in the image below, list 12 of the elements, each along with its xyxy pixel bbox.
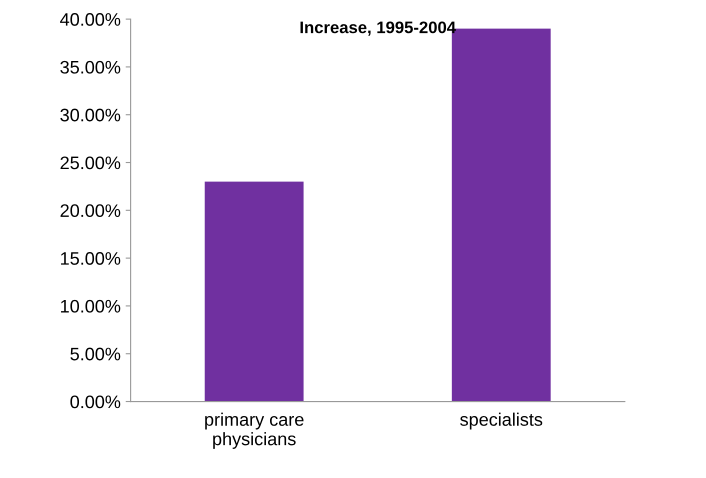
x-tick-label: primary care physicians xyxy=(205,412,304,449)
chart-title: Increase, 1995-2004 xyxy=(300,21,456,36)
y-tick-label: 40.00% xyxy=(60,13,120,26)
y-tick-label: 20.00% xyxy=(60,204,120,218)
y-tick-label: 15.00% xyxy=(61,252,120,265)
y-tick-label: 10.00% xyxy=(61,300,120,313)
y-tick-label: 25.00% xyxy=(60,156,120,170)
y-tick-label: 30.00% xyxy=(60,108,120,122)
x-tick-label: specialists xyxy=(460,412,542,430)
y-tick-label: 5.00% xyxy=(70,348,120,360)
y-tick-label: 0.00% xyxy=(70,395,120,408)
y-tick-label: 35.00% xyxy=(60,60,120,74)
